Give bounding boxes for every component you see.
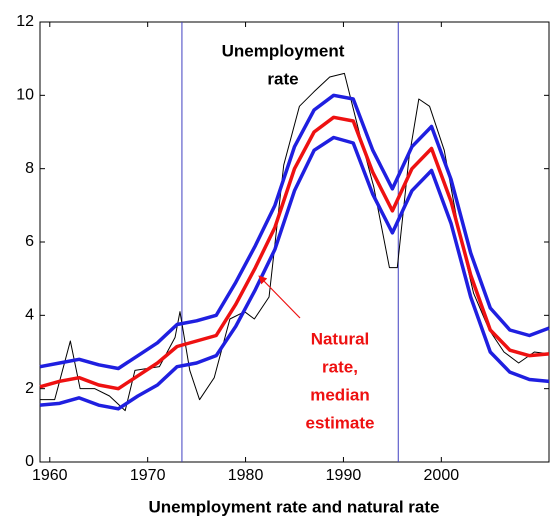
y-tick-label: 6 [25, 233, 34, 250]
x-tick-label: 1980 [228, 467, 264, 484]
series-line [39, 93, 550, 371]
x-tick-label: 1990 [326, 467, 362, 484]
annotation: Unemployment [222, 41, 345, 60]
annotation: Natural [311, 329, 370, 348]
annotation: rate [267, 69, 298, 88]
x-tick-label: 1970 [130, 467, 166, 484]
y-tick-label: 12 [16, 13, 34, 30]
x-axis-label: Unemployment rate and natural rate [149, 497, 440, 516]
series-line [39, 135, 550, 411]
annotation: rate, [322, 357, 358, 376]
x-tick-label: 2000 [424, 467, 460, 484]
y-tick-label: 10 [16, 87, 34, 104]
y-tick-label: 8 [25, 160, 34, 177]
plot-area: 0 2 4 6 8 10 12 1960 1970 1980 1990 2000 [16, 13, 550, 484]
annotation-arrow [258, 275, 301, 319]
series-line [39, 115, 550, 391]
annotation: median [310, 385, 370, 404]
series-line [40, 72, 550, 412]
x-tick-label: 1960 [32, 467, 68, 484]
annotation: estimate [306, 413, 375, 432]
y-tick-label: 0 [25, 453, 34, 470]
y-tick-label: 2 [25, 380, 34, 397]
y-tick-label: 4 [25, 307, 34, 324]
